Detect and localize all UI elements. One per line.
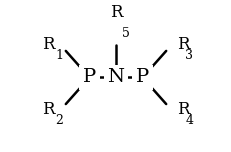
Text: 5: 5	[121, 27, 129, 40]
Text: 2: 2	[55, 114, 63, 127]
Text: 3: 3	[185, 49, 193, 62]
Text: 4: 4	[185, 114, 193, 127]
Text: N: N	[107, 69, 124, 86]
Text: R: R	[176, 36, 189, 54]
Text: 1: 1	[55, 49, 63, 62]
Text: R: R	[42, 36, 55, 54]
Text: P: P	[82, 69, 96, 86]
Text: R: R	[176, 102, 189, 118]
Text: P: P	[135, 69, 149, 86]
Text: R: R	[42, 102, 55, 118]
Text: R: R	[109, 4, 122, 21]
